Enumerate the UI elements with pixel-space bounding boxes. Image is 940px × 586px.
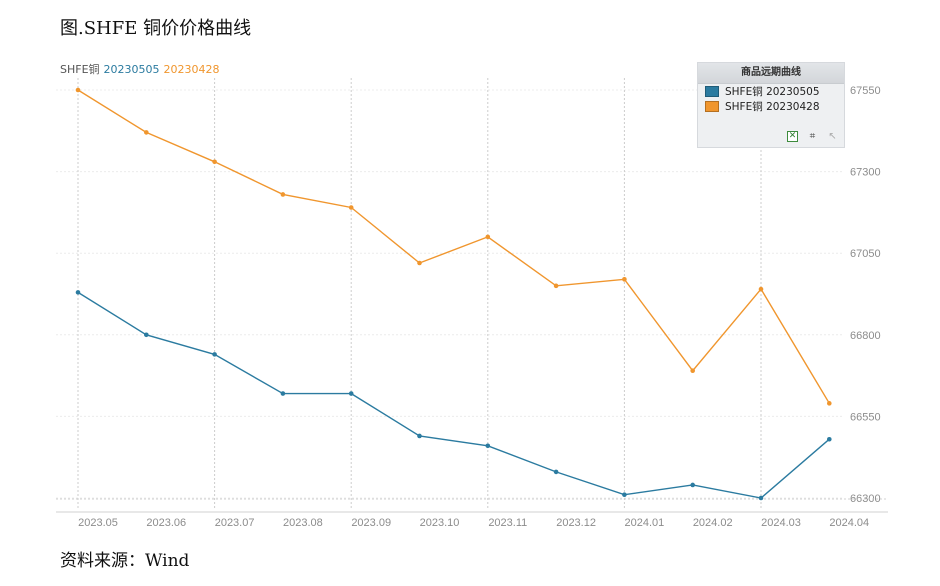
data-point bbox=[75, 87, 81, 93]
y-tick-label: 66550 bbox=[850, 411, 881, 423]
series-line bbox=[77, 89, 830, 404]
excel-export-icon[interactable]: ✕ bbox=[787, 131, 798, 142]
data-point bbox=[622, 277, 627, 282]
data-point bbox=[827, 436, 832, 442]
data-point bbox=[280, 192, 286, 197]
data-point bbox=[553, 283, 559, 289]
data-point bbox=[212, 159, 217, 165]
legend-swatch-20230505 bbox=[705, 86, 719, 97]
series-layer bbox=[75, 87, 832, 501]
data-point bbox=[690, 482, 695, 488]
data-point bbox=[827, 401, 832, 406]
data-point bbox=[144, 332, 149, 338]
x-tick-label: 2023.11 bbox=[488, 517, 527, 529]
data-point bbox=[758, 495, 764, 501]
header-series1-label: 20230505 bbox=[103, 63, 160, 76]
data-point bbox=[417, 260, 422, 266]
grid-layer bbox=[56, 78, 842, 510]
y-tick-label: 67300 bbox=[850, 167, 881, 179]
x-tick-label: 2024.03 bbox=[761, 517, 801, 529]
legend-swatch-20230428 bbox=[705, 101, 719, 112]
data-point bbox=[758, 286, 764, 292]
legend-panel: 商品远期曲线 SHFE铜 20230505 SHFE铜 20230428 ✕ ⌗… bbox=[697, 62, 845, 148]
data-point bbox=[348, 391, 354, 396]
x-tick-label: 2023.05 bbox=[78, 517, 118, 529]
figure-title: 图.SHFE 铜价价格曲线 bbox=[60, 18, 252, 39]
legend-title: 商品远期曲线 bbox=[698, 63, 844, 84]
data-point bbox=[417, 433, 422, 439]
x-tick-label: 2023.09 bbox=[351, 517, 391, 529]
source-note: 资料来源：Wind bbox=[60, 551, 190, 571]
header-series2-label: 20230428 bbox=[163, 63, 220, 76]
data-point bbox=[690, 368, 695, 374]
legend-item-20230428[interactable]: SHFE铜 20230428 bbox=[705, 99, 844, 114]
legend-item-20230505[interactable]: SHFE铜 20230505 bbox=[705, 84, 844, 99]
data-point bbox=[212, 352, 217, 357]
header-prefix: SHFE铜 bbox=[60, 63, 100, 76]
data-point bbox=[144, 130, 149, 135]
legend-label-20230505: SHFE铜 20230505 bbox=[725, 86, 820, 98]
x-tick-label: 2023.07 bbox=[215, 517, 255, 529]
data-point bbox=[553, 469, 559, 475]
x-tick-label: 2024.04 bbox=[829, 517, 869, 529]
data-point bbox=[485, 234, 491, 240]
data-point bbox=[485, 443, 491, 449]
x-tick-label: 2023.12 bbox=[556, 517, 596, 529]
x-tick-label: 2024.01 bbox=[625, 517, 665, 529]
y-tick-label: 66800 bbox=[850, 330, 881, 342]
data-point bbox=[280, 391, 286, 396]
series-line bbox=[77, 291, 830, 499]
y-tick-label: 67550 bbox=[850, 85, 881, 97]
data-point bbox=[75, 290, 81, 295]
cursor-icon[interactable]: ↖ bbox=[828, 131, 837, 142]
crop-icon[interactable]: ⌗ bbox=[809, 131, 816, 142]
legend-toolbar: ✕ ⌗ ↖ bbox=[787, 131, 838, 142]
legend-label-20230428: SHFE铜 20230428 bbox=[725, 101, 820, 113]
data-point bbox=[622, 492, 627, 498]
chart-header: SHFE铜 20230505 20230428 bbox=[60, 61, 224, 77]
x-tick-label: 2024.02 bbox=[693, 517, 733, 529]
data-point bbox=[348, 205, 354, 210]
x-tick-label: 2023.06 bbox=[146, 517, 186, 529]
x-tick-label: 2023.08 bbox=[283, 517, 323, 529]
y-tick-label: 67050 bbox=[850, 248, 881, 260]
x-tick-label: 2023.10 bbox=[420, 517, 460, 529]
